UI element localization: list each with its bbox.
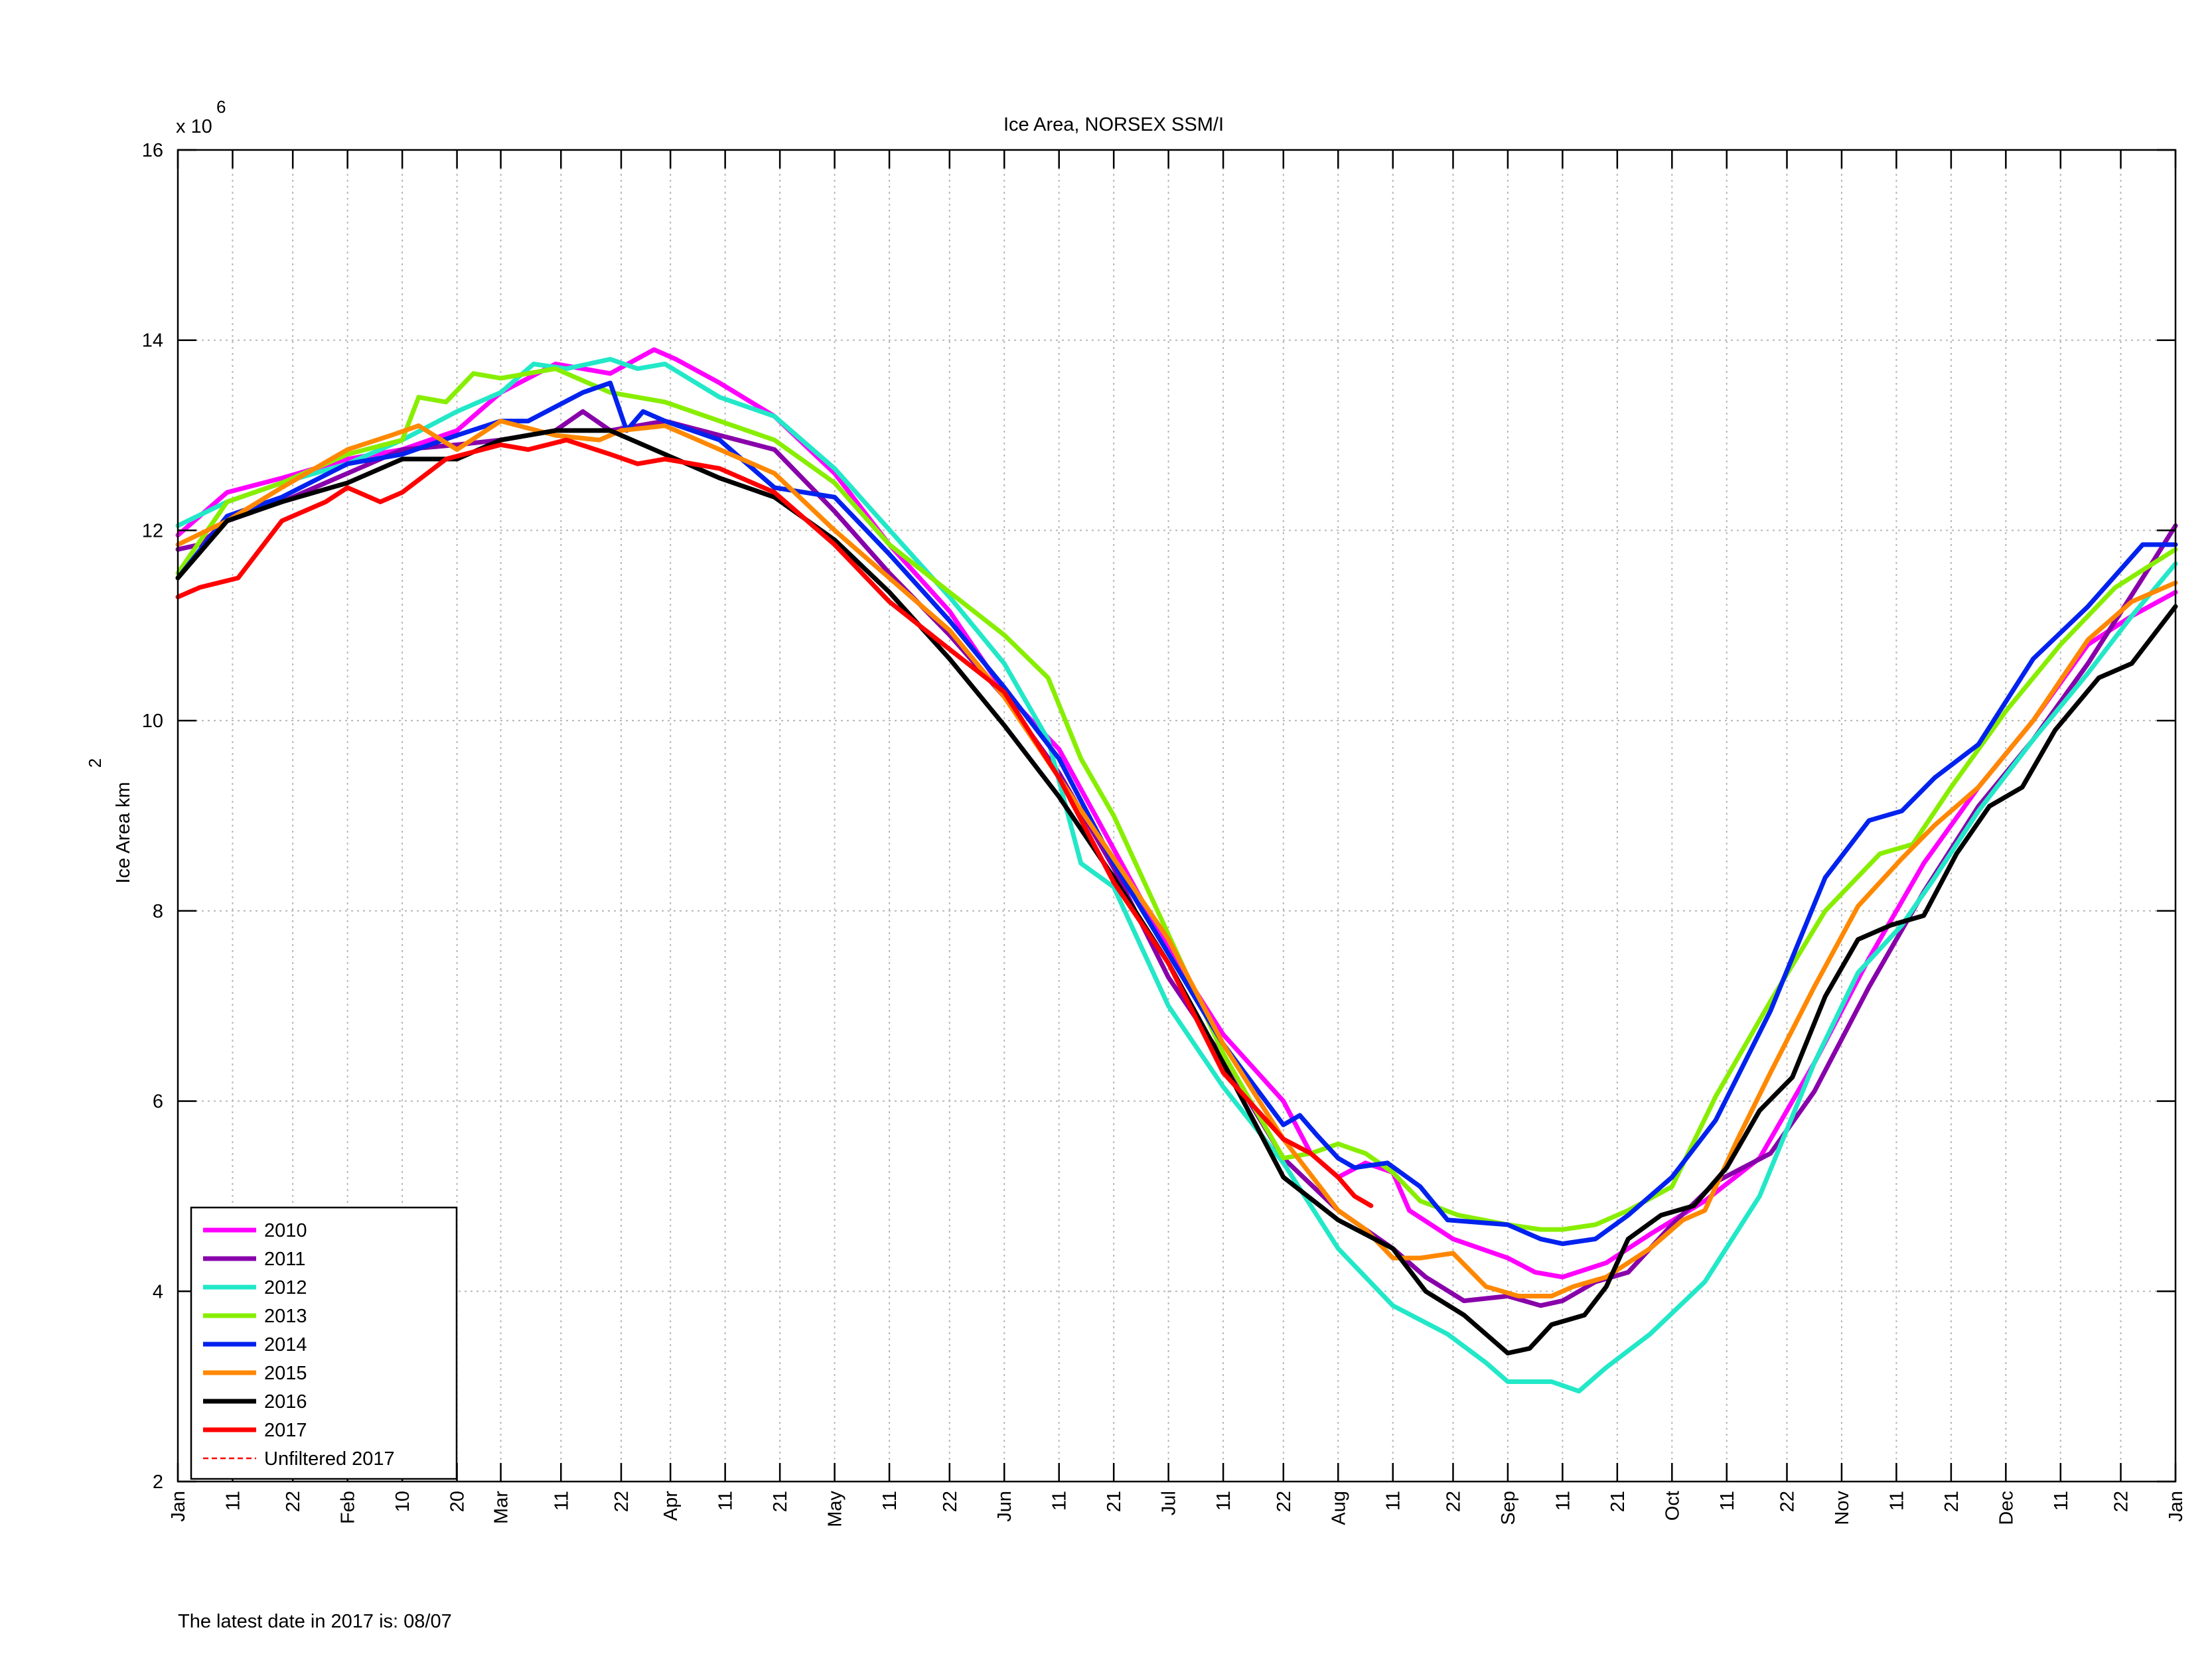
series-line-2012 xyxy=(175,356,2178,1394)
y-tick-label: 16 xyxy=(142,140,163,161)
x-tick-label: 22 xyxy=(1777,1491,1798,1512)
y-tick-label: 2 xyxy=(153,1472,163,1493)
x-tick-label: 22 xyxy=(2111,1491,2132,1512)
x-tick-label: 22 xyxy=(283,1491,304,1512)
legend: 2010 2011 2012 2013 2014 2015 2016 2017 Unfilter… xyxy=(190,1206,458,1480)
x-tick-label: 21 xyxy=(1941,1491,1962,1512)
legend-label: 2014 xyxy=(264,1334,307,1355)
legend-label: 2015 xyxy=(264,1363,307,1384)
x-tick-label: 21 xyxy=(1607,1491,1629,1512)
x-tick-label: 11 xyxy=(1049,1491,1070,1511)
x-tick-label: 10 xyxy=(392,1491,413,1512)
x-tick-label: 11 xyxy=(2051,1491,2072,1511)
x-tick-label: 11 xyxy=(1886,1491,1907,1511)
x-tick-label: 11 xyxy=(551,1491,572,1511)
x-tick-label: 11 xyxy=(1213,1491,1234,1511)
legend-label: 2017 xyxy=(264,1420,307,1441)
x-tick-label: 21 xyxy=(770,1491,791,1512)
legend-label: 2010 xyxy=(264,1220,307,1241)
chart-title: Ice Area, NORSEX SSM/I xyxy=(1003,114,1224,135)
legend-label: 2013 xyxy=(264,1306,307,1327)
x-tick-label: 11 xyxy=(1717,1491,1738,1511)
x-tick-label: 11 xyxy=(1552,1491,1574,1511)
x-tick-label: Nov xyxy=(1832,1491,1853,1525)
x-tick-label: Dec xyxy=(1996,1491,2017,1525)
x-tick-label: Mar xyxy=(491,1491,512,1524)
series-line-2014 xyxy=(175,380,2178,1247)
y-tick-label: 4 xyxy=(153,1281,163,1302)
y-tick-label: 12 xyxy=(142,520,163,541)
x-tick-label: 22 xyxy=(1443,1491,1464,1512)
legend-label: 2011 xyxy=(264,1249,305,1270)
x-tick-label: 22 xyxy=(611,1491,632,1512)
tick-labels: Jan 11 22 Feb 10 20 Mar 11 22 Apr 11 21 May 11 22 Jun 11… xyxy=(142,140,2187,1527)
x-tick-label: 22 xyxy=(1274,1491,1295,1512)
x-tick-label: Jan xyxy=(168,1491,189,1522)
x-tick-label: Jan xyxy=(2166,1491,2187,1522)
y-multiplier-label: x 10 xyxy=(176,116,212,137)
series-layer xyxy=(175,347,2178,1394)
x-tick-label: 22 xyxy=(940,1491,961,1512)
x-tick-label: Oct xyxy=(1662,1491,1683,1521)
axes-layer xyxy=(177,149,2177,1483)
x-tick-label: May xyxy=(825,1491,846,1527)
x-tick-label: Sep xyxy=(1498,1491,1519,1525)
legend-label: Unfiltered 2017 xyxy=(264,1448,395,1470)
series-line-2016 xyxy=(175,428,2178,1355)
legend-label: 2012 xyxy=(264,1277,307,1298)
y-tick-label: 10 xyxy=(142,711,163,732)
series-line-2015 xyxy=(175,419,2178,1298)
series-line-2017 xyxy=(175,437,1374,1208)
x-tick-label: Feb xyxy=(338,1491,359,1524)
footer-note: The latest date in 2017 is: 08/07 xyxy=(178,1611,452,1632)
x-tick-label: 11 xyxy=(879,1491,901,1511)
x-tick-label: Jul xyxy=(1159,1491,1180,1515)
legend-label: 2016 xyxy=(264,1391,307,1413)
x-tick-label: 21 xyxy=(1104,1491,1125,1512)
x-tick-label: 20 xyxy=(447,1491,469,1512)
series-line-2013 xyxy=(175,366,2178,1232)
grid-layer xyxy=(178,150,2175,1482)
plot-frame xyxy=(177,149,2177,1483)
series-line-2010 xyxy=(175,347,2178,1280)
y-axis-label: Ice Area km xyxy=(113,782,134,883)
y-multiplier-exponent: 6 xyxy=(216,97,226,117)
x-tick-label: 11 xyxy=(1383,1491,1404,1511)
y-tick-label: 6 xyxy=(153,1091,163,1113)
x-tick-label: Jun xyxy=(994,1491,1015,1522)
x-tick-label: Apr xyxy=(660,1491,682,1521)
x-tick-label: 11 xyxy=(715,1491,737,1511)
x-tick-label: Aug xyxy=(1328,1491,1349,1525)
x-tick-label: 11 xyxy=(222,1491,244,1511)
y-tick-label: 8 xyxy=(153,901,163,922)
y-tick-label: 14 xyxy=(142,330,163,352)
y-axis-label-superscript: 2 xyxy=(85,758,105,768)
